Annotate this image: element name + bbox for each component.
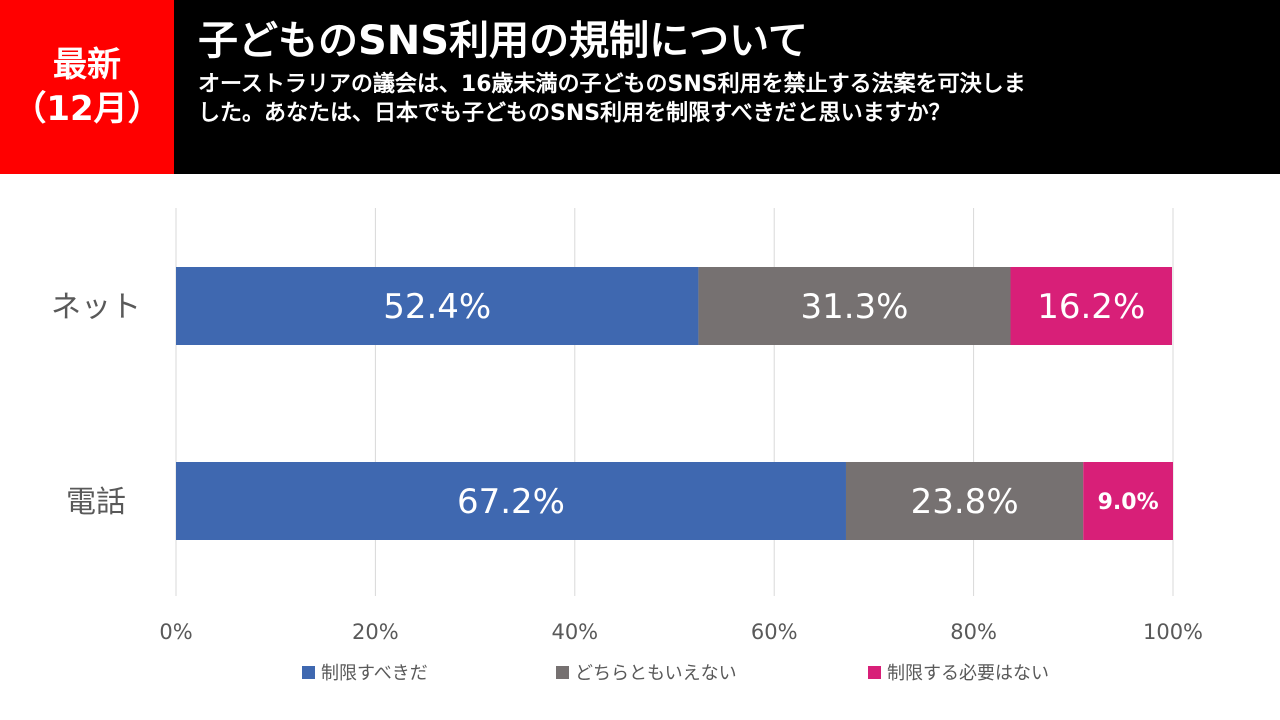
data-label: 16.2% <box>1037 287 1145 327</box>
bar-segment <box>1083 462 1173 540</box>
badge-line1: 最新 <box>53 45 121 85</box>
data-label: 31.3% <box>800 287 908 327</box>
latest-badge: 最新 （12月） <box>0 0 174 174</box>
legend-label: 制限する必要はない <box>887 663 1049 684</box>
legend-label: 制限すべきだ <box>321 663 428 684</box>
survey-question: オーストラリアの議会は、16歳未満の子どものSNS利用を禁止する法案を可決しまし… <box>198 72 1026 126</box>
data-label: 9.0% <box>1098 490 1159 515</box>
bar-segment <box>845 462 1084 540</box>
category-label: ネット <box>51 290 141 325</box>
bar-segment <box>176 462 846 540</box>
data-label: 23.8% <box>911 482 1019 522</box>
x-tick-label: 80% <box>950 620 997 644</box>
bar-segment <box>1010 267 1173 345</box>
x-tick-label: 20% <box>352 620 399 644</box>
x-tick-label: 60% <box>751 620 798 644</box>
data-label: 67.2% <box>457 482 565 522</box>
legend-swatch <box>302 665 315 679</box>
bar-segment <box>176 267 699 345</box>
legend-swatch <box>868 665 881 679</box>
page-title: 子どものSNS利用の規制について <box>198 18 808 64</box>
badge-line2: （12月） <box>12 89 162 129</box>
legend-item: 制限すべきだ <box>302 660 428 684</box>
bar-segment <box>698 267 1011 345</box>
legend-swatch <box>556 665 569 679</box>
category-label: 電話 <box>66 485 126 520</box>
x-tick-label: 100% <box>1143 620 1203 644</box>
x-tick-label: 40% <box>551 620 598 644</box>
legend-label: どちらともいえない <box>575 663 737 684</box>
header-bar <box>0 0 1280 174</box>
data-label: 52.4% <box>383 287 491 327</box>
x-tick-label: 0% <box>159 620 192 644</box>
legend-item: 制限する必要はない <box>868 660 1049 684</box>
legend-item: どちらともいえない <box>556 660 737 684</box>
